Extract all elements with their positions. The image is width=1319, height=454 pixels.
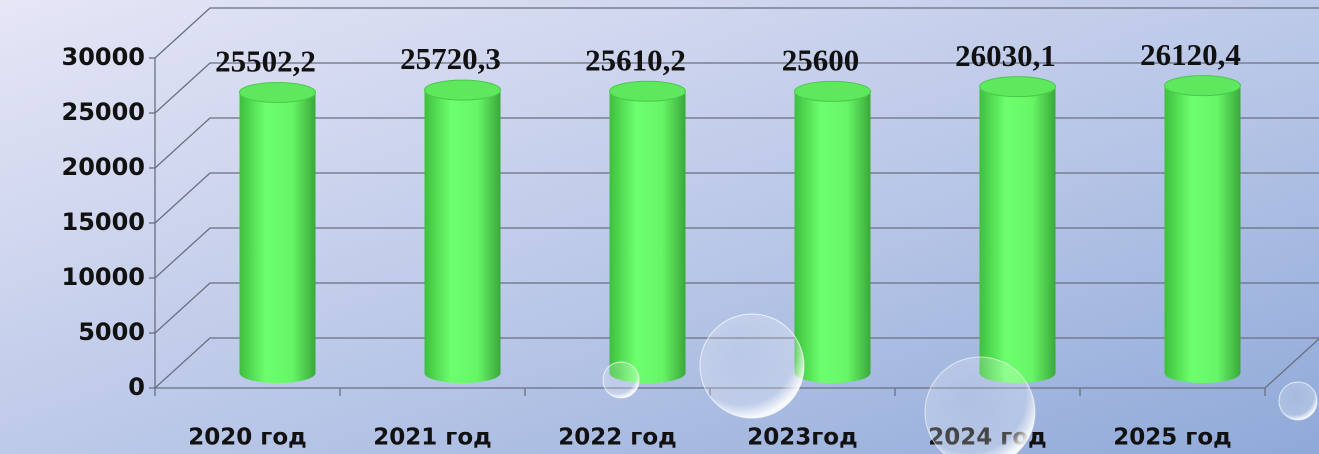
bar-top [424,79,501,101]
bar-top [794,80,871,102]
data-label: 26030,1 [955,38,1056,73]
plot: 0 5000 10000 15000 20000 25000 30000 2020 год 25… [62,7,1319,451]
bar [609,91,686,383]
bar [794,91,871,384]
grid-line [154,337,1319,389]
y-tick-label: 20000 [62,153,146,181]
x-tick-label: 2022 год [558,425,676,451]
y-tick-label: 30000 [62,43,146,71]
y-tick-label: 15000 [62,208,146,236]
bar-top [1164,75,1241,97]
bar [239,92,316,383]
bubble [924,356,1036,454]
y-tick-label: 10000 [62,263,146,291]
bar [979,86,1056,384]
cylinder [1164,75,1241,383]
data-label: 25610,2 [585,42,686,77]
data-label: 25600 [782,43,860,78]
cylinder [979,76,1056,384]
grid-line [154,7,1319,59]
y-tick-label: 25000 [62,98,146,126]
bubble [699,313,805,419]
cylinder [424,79,501,384]
bar [1164,85,1241,383]
grid-line [154,227,1319,279]
cylinder [794,80,871,384]
x-tick-label: 2020 год [188,425,306,451]
x-tick-label: 2021 год [373,425,491,451]
grid-line [154,117,1319,169]
bar-top [239,81,316,103]
cylinder [239,81,316,383]
bubble [602,361,640,399]
grid-line [154,172,1319,224]
data-label: 25502,2 [215,44,316,79]
bar-top [609,80,686,102]
bar-top [979,76,1056,98]
cylinder [609,80,686,383]
bubble [1278,381,1318,421]
x-tick-label: 2023год [747,425,857,451]
y-tick-label: 0 [128,373,145,401]
y-tick-label: 5000 [78,318,145,346]
bar [424,90,501,384]
grid-line [154,62,1319,114]
x-tick-label: 2025 год [1113,425,1231,451]
grid-line [154,282,1319,334]
data-label: 25720,3 [400,41,501,76]
data-label: 26120,4 [1140,37,1241,72]
decorations [602,313,1318,454]
